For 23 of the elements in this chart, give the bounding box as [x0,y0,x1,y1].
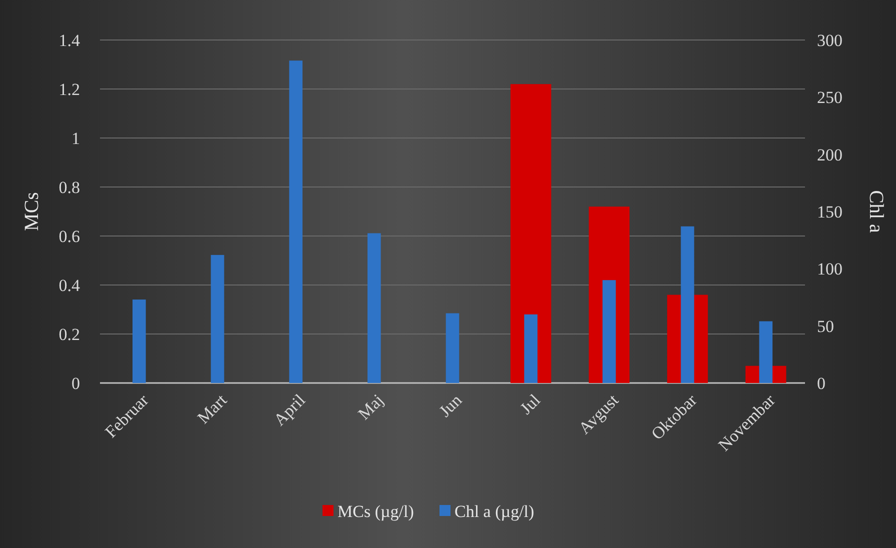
y2-tick-label: 300 [817,30,842,50]
y2-tick-label: 250 [817,88,842,108]
y-tick-label: 0.6 [58,226,80,246]
y2-tick-label: 50 [817,316,834,336]
y-tick-label: 0.2 [58,324,80,344]
y2-tick-label: 150 [817,202,842,222]
x-tick-label: Jun [435,390,466,421]
y-tick-label: 0.4 [58,276,80,295]
y2-tick-label: 100 [817,260,842,279]
x-tick-label: Jul [516,390,544,418]
y2-axis-title: Chl a [865,190,887,234]
y2-tick-label: 0 [817,374,826,393]
x-tick-label: Mart [194,390,231,428]
legend-label: Chl a (µg/l) [454,502,534,521]
x-tick-label: Maj [354,390,388,424]
y-tick-label: 1.2 [58,80,80,99]
y-tick-label: 1.4 [58,30,80,50]
y-tick-label: 0.8 [58,178,80,197]
y-tick-label: 0 [72,374,80,393]
y-axis-title: MCs [21,192,43,231]
y-tick-label: 1 [72,128,80,148]
legend-label: MCs (µg/l) [338,502,414,521]
y2-tick-label: 200 [817,145,842,164]
